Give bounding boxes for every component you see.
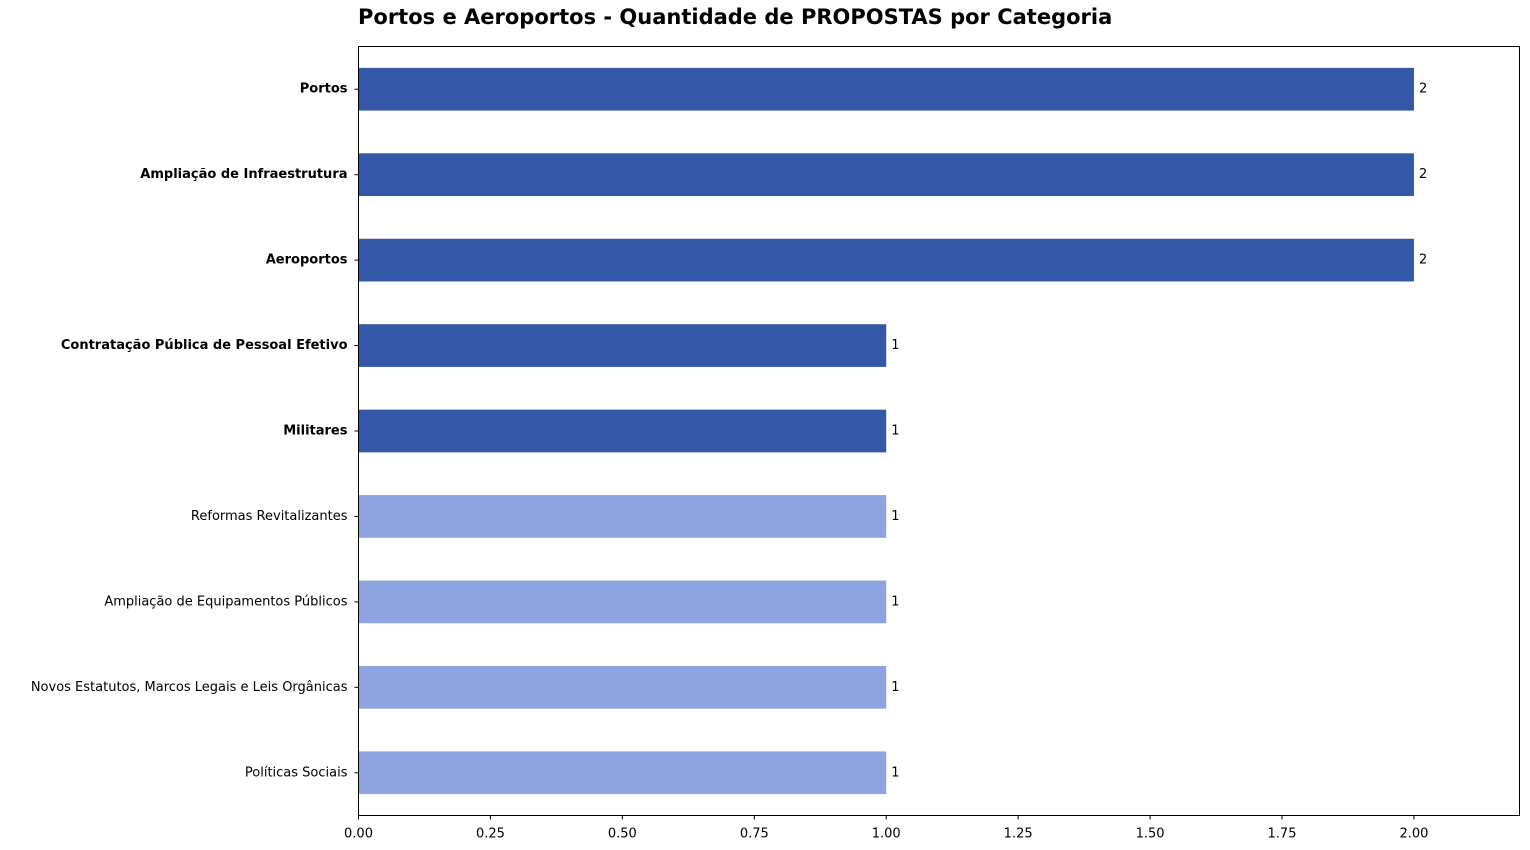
bar-3 xyxy=(358,238,1414,282)
value-label-6: 1 xyxy=(891,509,899,524)
bar-7 xyxy=(358,580,887,624)
x-tick-label-3: 0.50 xyxy=(608,827,637,842)
category-label-2: Ampliação de Infraestrutura xyxy=(140,167,347,182)
value-labels-layer: 2 2 2 1 1 1 1 1 1 xyxy=(891,82,1427,781)
bar-6 xyxy=(358,495,887,538)
plot-frame xyxy=(358,46,1520,816)
x-tick-label-4: 0.75 xyxy=(740,827,769,842)
value-label-4: 1 xyxy=(891,338,899,353)
bar-9 xyxy=(358,751,887,795)
value-label-7: 1 xyxy=(891,594,899,609)
bar-8 xyxy=(358,665,887,709)
x-tick-label-9: 2.00 xyxy=(1399,827,1428,842)
category-label-6: Reformas Revitalizantes xyxy=(191,509,348,524)
x-tick-label-2: 0.25 xyxy=(476,827,505,842)
x-tick-label-7: 1.50 xyxy=(1136,827,1165,842)
value-label-1: 2 xyxy=(1419,82,1427,97)
x-tick-label-5: 1.00 xyxy=(872,827,901,842)
category-labels-layer: Portos Ampliação de Infraestrutura Aeropor… xyxy=(31,82,359,780)
category-label-9: Políticas Sociais xyxy=(245,765,348,780)
value-label-8: 1 xyxy=(891,680,899,695)
category-label-5: Militares xyxy=(283,424,348,439)
category-label-3: Aeroportos xyxy=(266,253,348,268)
value-label-5: 1 xyxy=(891,424,899,439)
chart-title: Portos e Aeroportos - Quantidade de PROP… xyxy=(358,5,1113,29)
value-label-9: 1 xyxy=(891,765,899,780)
value-label-2: 2 xyxy=(1419,167,1427,182)
x-tick-label-1: 0.00 xyxy=(344,827,373,842)
bar-1 xyxy=(358,67,1414,111)
x-tick-label-6: 1.25 xyxy=(1004,827,1033,842)
bar-5 xyxy=(358,409,887,453)
value-label-3: 2 xyxy=(1419,253,1427,268)
bars-layer xyxy=(358,67,1414,795)
category-label-7: Ampliação de Equipamentos Públicos xyxy=(104,594,347,609)
category-label-8: Novos Estatutos, Marcos Legais e Leis Or… xyxy=(31,680,348,695)
bar-2 xyxy=(358,153,1414,197)
category-label-1: Portos xyxy=(300,82,348,97)
x-axis: 0.00 0.25 0.50 0.75 1.00 1.25 1.50 1.75 2.00 xyxy=(344,815,1428,842)
category-label-4: Contratação Pública de Pessoal Efetivo xyxy=(61,338,348,353)
bar-4 xyxy=(358,324,887,367)
x-tick-label-8: 1.75 xyxy=(1268,827,1297,842)
